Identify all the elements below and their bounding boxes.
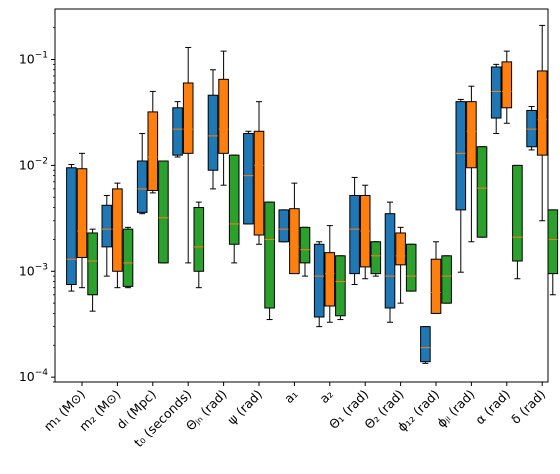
box-body xyxy=(172,107,183,156)
box-4-2 xyxy=(228,154,240,264)
box-body xyxy=(158,160,169,264)
box-2-0 xyxy=(136,133,148,215)
box-body xyxy=(547,209,559,275)
box-body xyxy=(420,326,431,363)
box-body xyxy=(147,111,159,191)
box-12-0 xyxy=(490,63,502,135)
box-5-1 xyxy=(253,101,265,245)
box-body xyxy=(87,232,98,296)
y-tick-label: 10−3 xyxy=(19,262,48,278)
box-9-0 xyxy=(384,201,396,323)
box-2-2 xyxy=(158,160,169,264)
plot-frame xyxy=(54,8,549,383)
box-body xyxy=(228,154,240,245)
box-body xyxy=(218,78,229,154)
box-12-2 xyxy=(512,164,523,280)
box-body xyxy=(278,209,290,243)
box-body xyxy=(370,241,382,275)
box-body xyxy=(430,258,442,314)
box-body xyxy=(466,101,477,169)
box-4-0 xyxy=(207,69,219,190)
box-0-0 xyxy=(66,163,77,292)
box-8-2 xyxy=(370,241,382,277)
box-body xyxy=(313,243,325,318)
box-13-1 xyxy=(536,24,548,222)
box-body xyxy=(253,130,265,236)
box-7-0 xyxy=(313,241,325,328)
box-body xyxy=(182,82,194,154)
box-4-1 xyxy=(218,50,229,186)
box-9-1 xyxy=(395,226,406,304)
box-13-0 xyxy=(526,105,537,151)
box-body xyxy=(526,109,537,148)
box-body xyxy=(193,207,205,272)
box-8-0 xyxy=(349,176,360,286)
box-body xyxy=(66,167,77,286)
box-6-0 xyxy=(278,209,290,243)
box-body xyxy=(501,61,513,109)
box-body xyxy=(335,255,346,317)
box-body xyxy=(490,66,502,119)
box-7-1 xyxy=(324,225,336,323)
box-0-1 xyxy=(76,152,88,289)
box-6-1 xyxy=(289,182,300,275)
box-10-1 xyxy=(430,241,442,314)
box-6-2 xyxy=(299,226,311,277)
box-11-1 xyxy=(466,85,477,243)
y-tick-label: 10−1 xyxy=(19,51,48,67)
box-5-0 xyxy=(243,130,254,225)
box-body xyxy=(76,168,88,258)
box-body xyxy=(122,228,134,287)
box-3-2 xyxy=(193,201,205,289)
box-body xyxy=(136,160,148,213)
box-10-0 xyxy=(420,326,431,364)
box-body xyxy=(324,252,336,307)
box-8-1 xyxy=(359,184,371,280)
y-tick-label: 10−4 xyxy=(19,368,48,384)
box-body xyxy=(405,243,417,292)
box-10-2 xyxy=(441,255,452,304)
box-1-1 xyxy=(112,182,123,289)
y-tick-label: 10−2 xyxy=(19,156,48,172)
box-body xyxy=(112,188,123,272)
box-9-2 xyxy=(405,243,417,292)
boxes-layer xyxy=(66,24,559,364)
box-12-1 xyxy=(501,50,513,124)
box-11-2 xyxy=(476,146,488,238)
box-body xyxy=(455,101,467,211)
box-body xyxy=(384,213,396,309)
box-2-1 xyxy=(147,90,159,194)
box-3-0 xyxy=(172,101,183,158)
box-1-2 xyxy=(122,226,134,289)
box-0-2 xyxy=(87,228,98,312)
box-body xyxy=(207,94,219,171)
box-body xyxy=(264,201,275,309)
box-body xyxy=(349,194,360,275)
box-body xyxy=(289,208,300,275)
box-body xyxy=(395,232,406,266)
box-body xyxy=(476,146,488,238)
box-body xyxy=(299,226,311,264)
box-body xyxy=(243,133,254,225)
box-body xyxy=(512,164,523,262)
box-body xyxy=(536,70,548,156)
box-3-1 xyxy=(182,46,194,264)
box-11-0 xyxy=(455,98,467,273)
box-body xyxy=(441,255,452,304)
box-7-2 xyxy=(335,255,346,321)
box-1-0 xyxy=(101,194,113,277)
box-body xyxy=(101,204,113,248)
box-5-2 xyxy=(264,201,275,321)
